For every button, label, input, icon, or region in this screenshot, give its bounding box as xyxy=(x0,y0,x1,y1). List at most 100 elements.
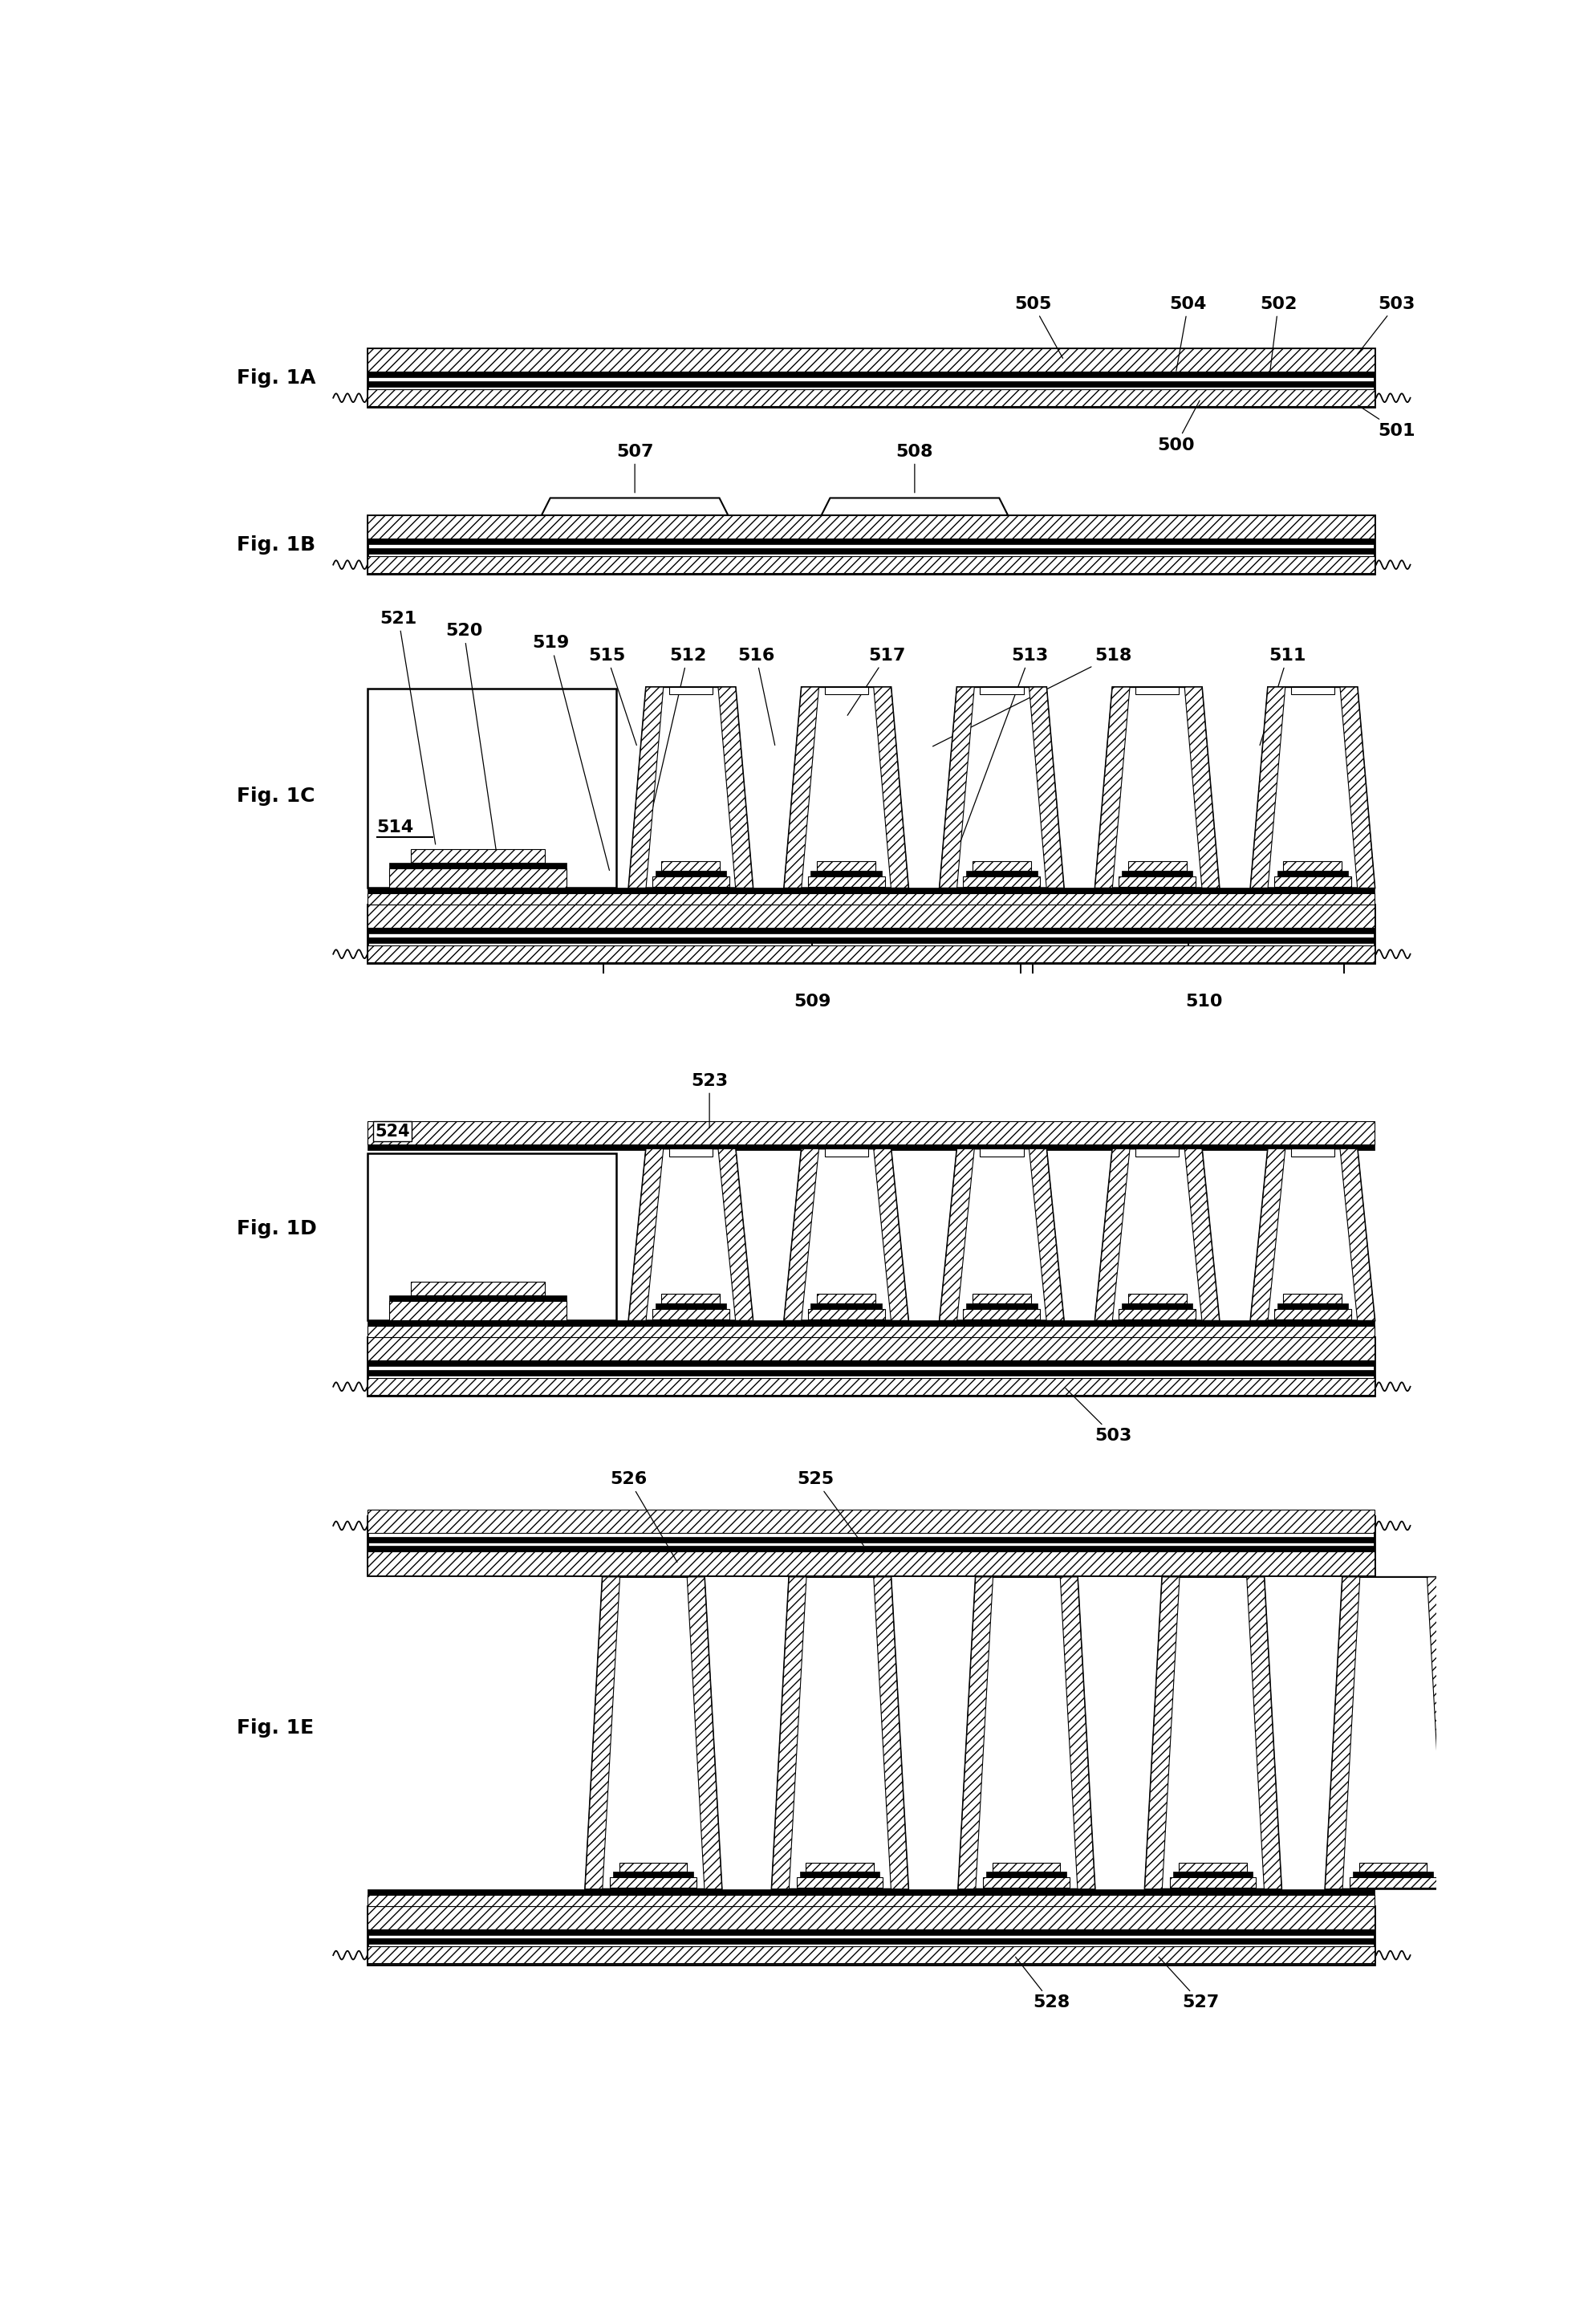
Bar xyxy=(367,548,1374,555)
Bar xyxy=(817,1293,876,1302)
Text: 500: 500 xyxy=(1157,400,1200,453)
Bar xyxy=(367,937,1374,943)
Bar xyxy=(1291,1148,1334,1155)
Text: 524: 524 xyxy=(375,1123,410,1139)
Text: 520: 520 xyxy=(445,624,498,861)
Bar xyxy=(619,1862,686,1871)
Bar xyxy=(1283,861,1342,870)
Text: Fig. 1D: Fig. 1D xyxy=(236,1220,318,1238)
Bar xyxy=(966,1302,1037,1309)
Bar xyxy=(1277,1302,1349,1309)
Bar xyxy=(367,1928,1374,1935)
Bar xyxy=(367,389,1374,405)
Bar xyxy=(980,688,1023,695)
Bar xyxy=(367,1551,1374,1576)
Bar xyxy=(613,1871,693,1878)
Bar xyxy=(367,1947,1374,1963)
Bar xyxy=(367,1121,1374,1144)
Bar xyxy=(389,863,567,870)
Text: 525: 525 xyxy=(796,1470,863,1546)
Bar xyxy=(1353,1871,1433,1878)
Text: 516: 516 xyxy=(737,647,776,746)
Bar xyxy=(662,1293,720,1302)
Bar xyxy=(1173,1871,1253,1878)
Text: 514: 514 xyxy=(377,819,413,835)
Bar xyxy=(800,1871,879,1878)
Bar xyxy=(367,1509,1374,1532)
Text: 503: 503 xyxy=(1066,1388,1132,1445)
Bar xyxy=(367,1360,1374,1367)
Text: 519: 519 xyxy=(533,635,610,870)
Polygon shape xyxy=(1184,688,1219,888)
Polygon shape xyxy=(629,688,753,888)
Polygon shape xyxy=(629,1148,664,1321)
Polygon shape xyxy=(940,1148,1065,1321)
Bar xyxy=(367,1321,1374,1325)
Polygon shape xyxy=(1341,1148,1374,1321)
Bar xyxy=(367,1153,616,1321)
Polygon shape xyxy=(958,1576,1095,1889)
Bar xyxy=(1170,1878,1256,1887)
Bar xyxy=(1274,1309,1352,1318)
Text: 504: 504 xyxy=(1170,297,1207,370)
Polygon shape xyxy=(718,1148,753,1321)
Text: 503: 503 xyxy=(1358,297,1416,354)
Text: 517: 517 xyxy=(847,647,905,716)
Polygon shape xyxy=(1095,688,1130,888)
Polygon shape xyxy=(1325,1576,1462,1889)
Bar xyxy=(993,1862,1060,1871)
Polygon shape xyxy=(784,1148,819,1321)
Polygon shape xyxy=(1029,1148,1065,1321)
Bar xyxy=(367,1537,1374,1542)
Bar xyxy=(367,927,1374,934)
Bar xyxy=(1122,870,1192,877)
Bar xyxy=(1350,1878,1436,1887)
Text: 526: 526 xyxy=(610,1470,677,1562)
Polygon shape xyxy=(686,1576,721,1889)
Bar xyxy=(656,870,726,877)
Text: 501: 501 xyxy=(1358,405,1416,439)
Bar xyxy=(389,1295,567,1302)
Polygon shape xyxy=(771,1576,806,1889)
Bar xyxy=(1119,877,1195,886)
Bar xyxy=(980,1148,1023,1155)
Bar xyxy=(367,373,1374,377)
Bar xyxy=(367,1894,1374,1905)
Bar xyxy=(983,1878,1069,1887)
Text: 511: 511 xyxy=(1259,647,1307,746)
Polygon shape xyxy=(1095,688,1219,888)
Bar xyxy=(367,688,616,888)
Polygon shape xyxy=(940,688,1065,888)
Bar xyxy=(367,888,1374,893)
Polygon shape xyxy=(873,1148,908,1321)
Polygon shape xyxy=(629,688,664,888)
Bar xyxy=(367,538,1374,545)
Text: 502: 502 xyxy=(1259,297,1298,377)
Text: Fig. 1A: Fig. 1A xyxy=(236,368,316,387)
Bar xyxy=(367,347,1374,407)
Bar xyxy=(808,1309,884,1318)
Text: 509: 509 xyxy=(793,994,830,1010)
Polygon shape xyxy=(1144,1576,1179,1889)
Bar xyxy=(796,1878,883,1887)
Text: 513: 513 xyxy=(950,647,1049,872)
Bar xyxy=(656,1302,726,1309)
Polygon shape xyxy=(1325,1576,1360,1889)
Bar xyxy=(367,1905,1374,1928)
Text: 505: 505 xyxy=(1013,297,1063,359)
Polygon shape xyxy=(1029,688,1065,888)
Bar xyxy=(367,1889,1374,1894)
Bar xyxy=(367,893,1374,904)
Bar xyxy=(1291,688,1334,695)
Bar xyxy=(1135,688,1179,695)
Polygon shape xyxy=(784,688,819,888)
Bar xyxy=(610,1878,696,1887)
Bar xyxy=(1179,1862,1246,1871)
Text: Fig. 1E: Fig. 1E xyxy=(236,1719,314,1737)
Bar xyxy=(367,946,1374,962)
Polygon shape xyxy=(1250,688,1374,888)
Bar xyxy=(811,870,881,877)
Polygon shape xyxy=(1095,1148,1130,1321)
Polygon shape xyxy=(1250,1148,1285,1321)
Polygon shape xyxy=(1250,688,1285,888)
